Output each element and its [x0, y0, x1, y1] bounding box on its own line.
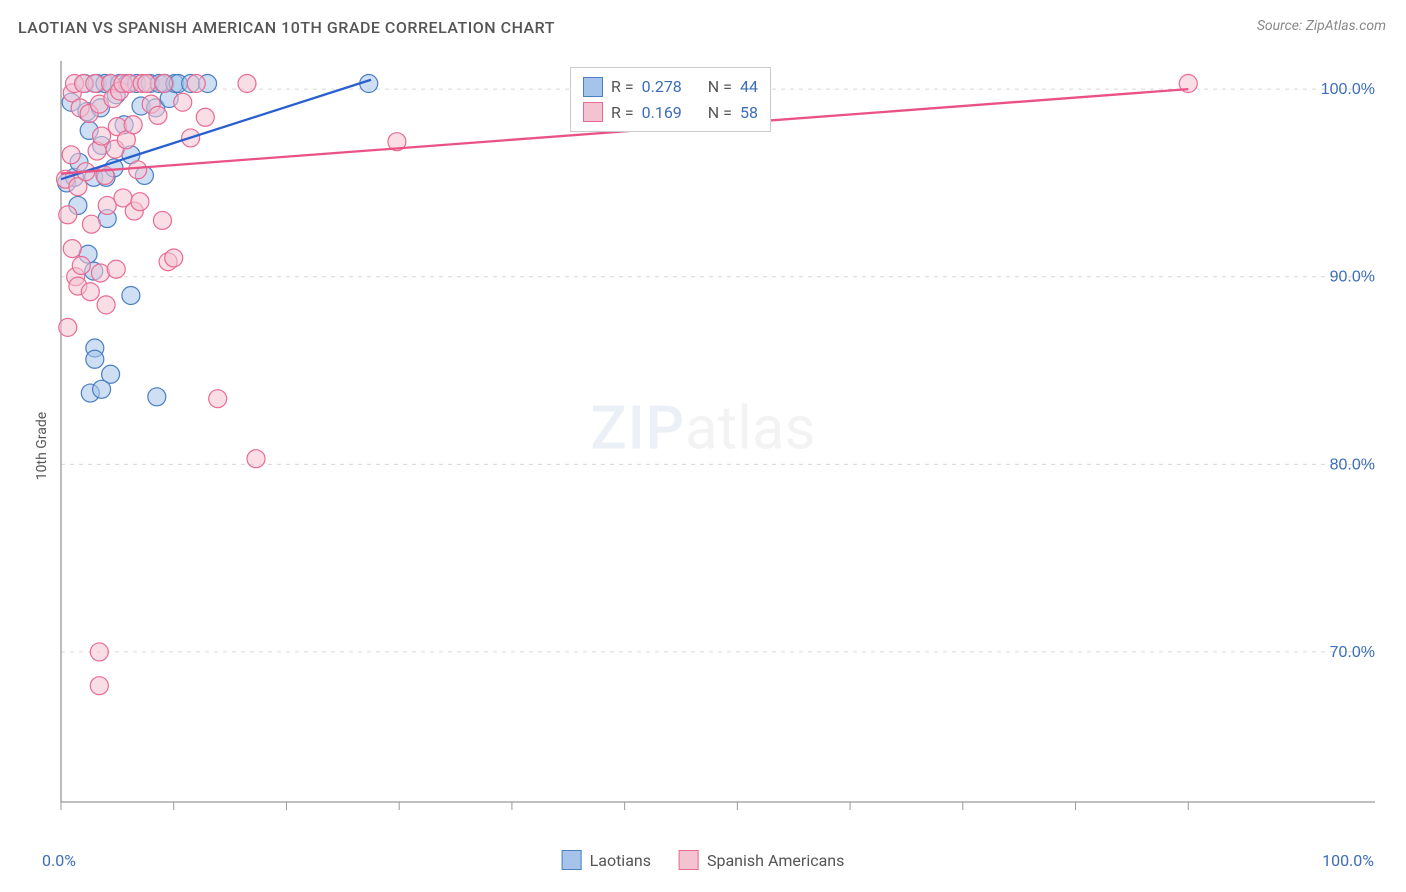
- legend-swatch: [562, 850, 582, 870]
- legend-swatch: [583, 102, 603, 122]
- stats-row: R = 0.169 N = 58: [583, 100, 758, 126]
- series-legend: Laotians Spanish Americans: [562, 850, 845, 870]
- svg-text:70.0%: 70.0%: [1330, 644, 1375, 661]
- svg-text:90.0%: 90.0%: [1330, 269, 1375, 286]
- source-attribution: Source: ZipAtlas.com: [1257, 18, 1386, 34]
- y-axis-label: 10th Grade: [34, 412, 50, 480]
- legend-swatch: [583, 77, 603, 97]
- n-label: N =: [708, 100, 732, 126]
- n-label: N =: [708, 74, 732, 100]
- x-axis-min-label: 0.0%: [42, 851, 76, 870]
- r-value: 0.169: [642, 100, 682, 126]
- legend-label: Laotians: [590, 851, 651, 870]
- r-label: R =: [611, 74, 634, 100]
- n-value: 44: [740, 74, 758, 100]
- chart-title: LAOTIAN VS SPANISH AMERICAN 10TH GRADE C…: [18, 18, 555, 37]
- stats-row: R = 0.278 N = 44: [583, 74, 758, 100]
- scatter-plot: 70.0% 80.0% 90.0% 100.0%: [55, 55, 1381, 820]
- legend-item: Spanish Americans: [679, 850, 844, 870]
- correlation-stats-box: R = 0.278 N = 44 R = 0.169 N = 58: [570, 67, 771, 132]
- r-value: 0.278: [642, 74, 682, 100]
- r-label: R =: [611, 100, 634, 126]
- svg-text:80.0%: 80.0%: [1330, 456, 1375, 473]
- svg-text:100.0%: 100.0%: [1321, 81, 1375, 98]
- x-axis-max-label: 100.0%: [1322, 851, 1374, 870]
- legend-label: Spanish Americans: [707, 851, 844, 870]
- legend-item: Laotians: [562, 850, 651, 870]
- legend-swatch: [679, 850, 699, 870]
- n-value: 58: [740, 100, 758, 126]
